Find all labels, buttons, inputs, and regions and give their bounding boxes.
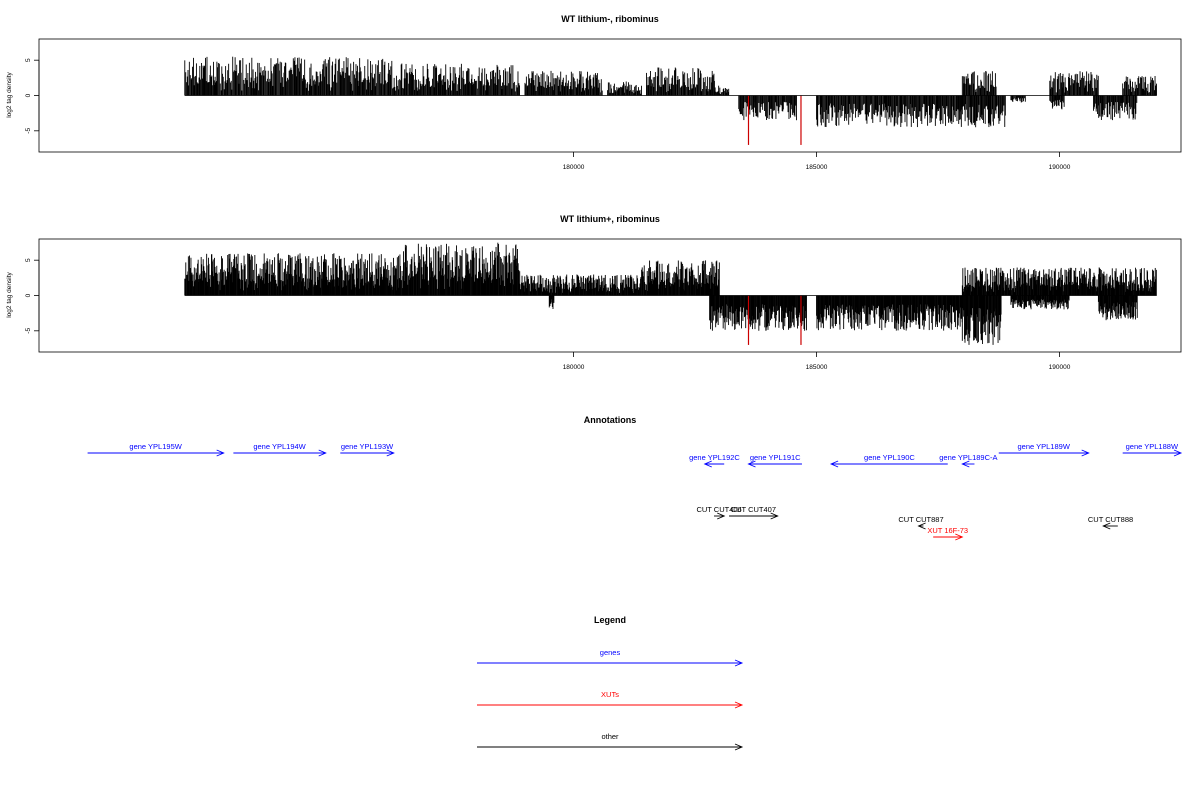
feature-genes: gene YPL192C [689, 453, 740, 468]
feature-label: gene YPL195W [129, 442, 182, 451]
feature-genes: gene YPL194W [233, 442, 327, 457]
feature-label: gene YPL189W [1018, 442, 1071, 451]
feature-label: CUT CUT888 [1088, 515, 1133, 524]
legend-item-other [477, 743, 744, 751]
arrow-head [717, 512, 726, 520]
legend-label: other [601, 732, 619, 741]
y-tick-label: 0 [25, 93, 32, 97]
y-tick-label: 0 [25, 293, 32, 297]
feature-label: CUT CUT406 [696, 505, 741, 514]
arrow-head [703, 460, 712, 468]
feature-label: XUT 16F-73 [927, 526, 968, 535]
panel-title: WT lithium+, ribominus [560, 214, 660, 224]
legend-label: XUTs [601, 690, 619, 699]
feature-label: CUT CUT407 [731, 505, 776, 514]
axes: -5 0 5 180000 185000 190000 [25, 258, 1071, 371]
feature-other: CUT CUT888 [1088, 515, 1133, 530]
feature-label: gene YPL194W [253, 442, 306, 451]
feature-label: gene YPL191C [750, 453, 801, 462]
arrow-head [1102, 522, 1111, 530]
feature-other: CUT CUT406 [696, 505, 742, 520]
x-tick-label: 180000 [563, 164, 585, 171]
axes: -5 0 5 180000 185000 190000 [25, 58, 1071, 171]
arrow-head [770, 512, 779, 520]
y-tick-label: 5 [25, 58, 32, 62]
feature-label: gene YPL189C-A [939, 453, 997, 462]
y-tick-label: 5 [25, 258, 32, 262]
bar-series [184, 56, 1157, 145]
arrow-head [734, 659, 744, 667]
feature-label: gene YPL193W [341, 442, 394, 451]
feature-genes: gene YPL188W [1122, 442, 1183, 457]
feature-other: CUT CUT407 [729, 505, 779, 520]
arrow-head [318, 449, 327, 457]
y-tick-label: -5 [25, 328, 32, 334]
arrow-head [1173, 449, 1183, 457]
x-tick-label: 190000 [1049, 364, 1071, 371]
panel-lithium-minus: WT lithium-, ribominus log2 tag density … [6, 14, 1182, 171]
legend-items: genes XUTs other [477, 648, 744, 751]
feature-XUTs: XUT 16F-73 [927, 526, 968, 541]
arrow-head [955, 533, 964, 541]
annotations-title: Annotations [584, 415, 637, 425]
arrow-head [386, 449, 395, 457]
arrow-head [734, 701, 744, 709]
feature-label: gene YPL188W [1126, 442, 1179, 451]
arrow-head [829, 460, 839, 468]
feature-genes: gene YPL189C-A [939, 453, 998, 468]
legend-label: genes [600, 648, 621, 657]
arrow-head [917, 522, 926, 530]
feature-genes: gene YPL193W [340, 442, 395, 457]
arrow-head [747, 460, 756, 468]
feature-genes: gene YPL195W [87, 442, 225, 457]
arrow-head [961, 460, 970, 468]
y-tick-label: -5 [25, 128, 32, 134]
feature-other: CUT CUT887 [898, 515, 944, 530]
feature-label: gene YPL192C [689, 453, 740, 462]
arrow-head [1081, 449, 1090, 457]
feature-genes: gene YPL189W [998, 442, 1090, 457]
legend-item-genes [477, 659, 744, 667]
x-tick-label: 180000 [563, 364, 585, 371]
y-axis-label: log2 tag density [6, 71, 13, 117]
feature-label: gene YPL190C [864, 453, 915, 462]
legend-item-XUTs [477, 701, 744, 709]
annotations-track: Annotations gene YPL195W gene YPL194W gene… [87, 415, 1183, 541]
y-axis-label: log2 tag density [6, 271, 13, 317]
feature-genes: gene YPL191C [747, 453, 802, 468]
arrow-head [216, 449, 225, 457]
bar-series [184, 242, 1157, 345]
x-tick-label: 185000 [806, 164, 828, 171]
x-tick-label: 190000 [1049, 164, 1071, 171]
feature-genes: gene YPL190C [829, 453, 948, 468]
legend-title: Legend [594, 615, 626, 625]
panel-lithium-plus: WT lithium+, ribominus log2 tag density … [6, 214, 1182, 371]
arrow-head [734, 743, 744, 751]
feature-list: gene YPL195W gene YPL194W gene YPL193W gene… [87, 442, 1183, 541]
feature-label: CUT CUT887 [898, 515, 943, 524]
legend: Legend genes XUTs other [477, 615, 744, 751]
panel-title: WT lithium-, ribominus [561, 14, 659, 24]
x-tick-label: 185000 [806, 364, 828, 371]
